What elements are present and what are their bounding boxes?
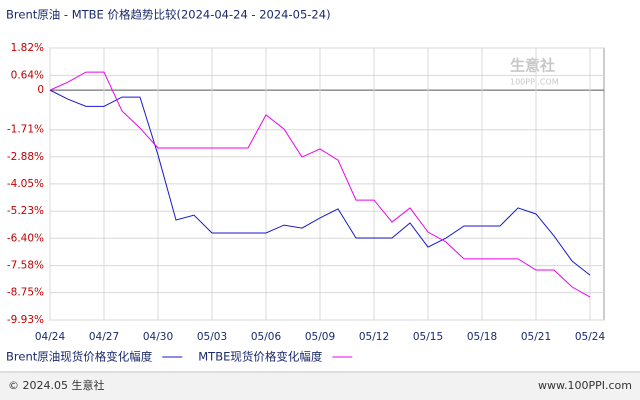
x-tick-label: 05/18 bbox=[467, 331, 497, 343]
chart-title: Brent原油 - MTBE 价格趋势比较(2024-04-24 - 2024-… bbox=[6, 8, 331, 22]
x-tick-label: 04/24 bbox=[35, 331, 66, 343]
y-tick-label: -9.93% bbox=[7, 314, 44, 326]
x-tick-label: 05/12 bbox=[359, 331, 389, 343]
x-tick-label: 05/15 bbox=[413, 331, 443, 343]
y-tick-label: 0 bbox=[37, 84, 44, 96]
y-tick-label: 0.64% bbox=[11, 69, 44, 81]
y-tick-label: 1.82% bbox=[11, 42, 44, 54]
x-tick-label: 05/21 bbox=[521, 331, 551, 343]
footer-band bbox=[0, 373, 640, 400]
x-tick-label: 04/30 bbox=[143, 331, 173, 343]
legend-label: MTBE现货价格变化幅度 bbox=[198, 350, 323, 364]
y-tick-label: -7.58% bbox=[7, 260, 44, 272]
watermark-site: 100PPI.COM bbox=[510, 78, 559, 87]
legend-label: Brent原油现货价格变化幅度 bbox=[6, 350, 153, 364]
x-tick-label: 05/03 bbox=[197, 331, 227, 343]
footer-left: © 2024.05 生意社 bbox=[8, 378, 104, 392]
y-tick-label: -5.23% bbox=[7, 205, 44, 217]
x-tick-label: 04/27 bbox=[89, 331, 119, 343]
series-line bbox=[49, 89, 591, 276]
footer-right: www.100PPI.com bbox=[538, 379, 632, 392]
x-tick-label: 05/09 bbox=[305, 331, 335, 343]
x-tick-label: 05/24 bbox=[575, 331, 606, 343]
y-tick-label: -1.71% bbox=[7, 124, 44, 136]
y-tick-label: -2.88% bbox=[7, 151, 44, 163]
x-tick-label: 05/06 bbox=[251, 331, 282, 343]
y-tick-label: -4.05% bbox=[7, 178, 44, 190]
y-tick-label: -6.40% bbox=[7, 232, 44, 244]
series-line bbox=[49, 71, 591, 298]
watermark-name: 生意社 bbox=[510, 57, 555, 75]
y-tick-label: -8.75% bbox=[7, 287, 44, 299]
